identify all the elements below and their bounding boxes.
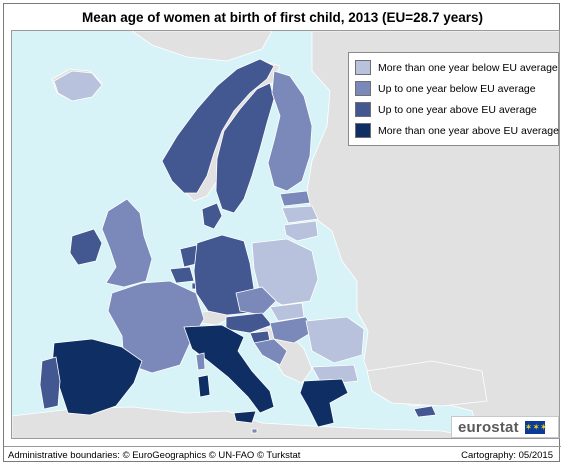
country-portugal	[39, 356, 61, 410]
figure-frame: Mean age of women at birth of first chil…	[3, 3, 561, 463]
country-sweden	[215, 82, 275, 214]
map-title: Mean age of women at birth of first chil…	[82, 10, 483, 25]
legend-swatch	[355, 102, 371, 117]
country-estonia	[279, 190, 311, 207]
legend-label: Up to one year above EU average	[378, 103, 537, 116]
country-czech-republic	[235, 286, 277, 316]
country-cyprus	[413, 405, 437, 418]
country-sicily	[233, 410, 257, 424]
north-africa-land	[12, 406, 475, 438]
country-malta	[251, 428, 258, 434]
country-ireland	[69, 228, 103, 266]
footer-credits: Administrative boundaries: © EuroGeograp…	[8, 450, 301, 461]
country-sardinia	[197, 374, 211, 398]
eu-flag-icon: ✶✶✶	[524, 420, 548, 434]
legend-item: More than one year below EU average	[355, 57, 558, 78]
country-norway	[161, 58, 275, 194]
country-belgium	[169, 266, 195, 284]
legend-label: More than one year above EU average	[378, 124, 559, 137]
legend-label: Up to one year below EU average	[378, 82, 536, 95]
country-hungary	[269, 316, 315, 344]
country-poland	[251, 238, 319, 306]
legend-item: Up to one year above EU average	[355, 99, 552, 120]
footer-cartography: Cartography: 05/2015	[461, 450, 553, 461]
greenland-land	[131, 31, 273, 62]
country-denmark	[201, 202, 223, 230]
country-romania	[305, 316, 365, 364]
footer: Administrative boundaries: © EuroGeograp…	[4, 446, 561, 463]
eu-countries	[39, 58, 437, 434]
country-iceland	[53, 70, 103, 102]
country-finland	[267, 70, 313, 192]
logo-text: eurostat	[458, 418, 519, 436]
country-lithuania	[283, 220, 319, 242]
legend-item: Up to one year below EU average	[355, 78, 552, 99]
turkey-land	[366, 360, 488, 407]
country-latvia	[281, 205, 319, 224]
country-france	[107, 280, 205, 374]
eurostat-logo: eurostat ✶✶✶	[451, 416, 559, 438]
country-united-kingdom	[101, 198, 153, 288]
legend-item: More than one year above EU average	[355, 120, 559, 141]
country-italy	[183, 324, 275, 414]
country-corsica	[195, 352, 206, 371]
legend-swatch	[355, 123, 371, 138]
map-legend: More than one year below EU average Up t…	[348, 52, 559, 146]
country-greece	[299, 378, 349, 428]
legend-swatch	[355, 81, 371, 96]
legend-swatch	[355, 60, 371, 75]
country-croatia	[253, 338, 288, 366]
legend-label: More than one year below EU average	[378, 61, 558, 74]
